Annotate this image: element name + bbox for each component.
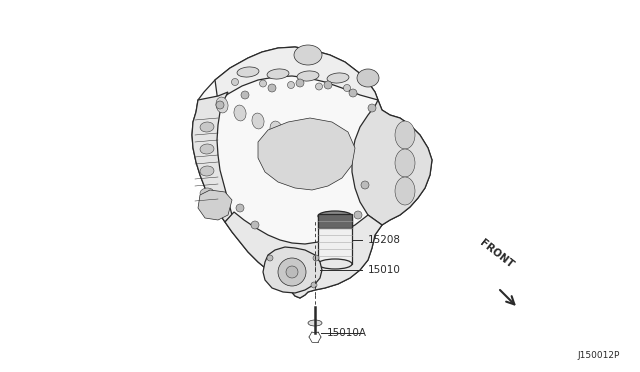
Circle shape [354,211,362,219]
Circle shape [216,101,224,109]
Text: 15208: 15208 [368,235,401,245]
Polygon shape [352,100,432,225]
Polygon shape [258,118,355,190]
Circle shape [311,282,317,288]
Text: FRONT: FRONT [478,238,516,270]
Circle shape [286,266,298,278]
Ellipse shape [395,121,415,149]
Ellipse shape [200,122,214,132]
Circle shape [296,79,304,87]
Circle shape [324,81,332,89]
Polygon shape [215,47,378,102]
Polygon shape [198,190,232,220]
Text: J150012P: J150012P [578,352,620,360]
Ellipse shape [318,211,352,221]
Polygon shape [192,47,432,298]
Circle shape [241,91,249,99]
Polygon shape [263,247,322,293]
Circle shape [349,89,357,97]
Polygon shape [225,212,382,298]
Ellipse shape [318,259,352,269]
Ellipse shape [200,188,214,198]
Ellipse shape [237,67,259,77]
Ellipse shape [308,320,322,326]
Ellipse shape [200,144,214,154]
Polygon shape [192,92,232,222]
Circle shape [268,84,276,92]
Bar [318,214,352,228]
Circle shape [232,78,239,86]
Ellipse shape [357,69,379,87]
Circle shape [236,204,244,212]
Ellipse shape [270,121,282,137]
Ellipse shape [200,166,214,176]
Circle shape [251,221,259,229]
Circle shape [361,181,369,189]
Ellipse shape [395,177,415,205]
Ellipse shape [216,97,228,113]
Ellipse shape [234,105,246,121]
Circle shape [278,258,306,286]
Ellipse shape [327,73,349,83]
Circle shape [287,81,294,89]
Ellipse shape [294,45,322,65]
Circle shape [316,83,323,90]
Text: 15010A: 15010A [327,328,367,338]
Circle shape [267,255,273,261]
Circle shape [259,80,266,87]
Ellipse shape [395,149,415,177]
Ellipse shape [252,113,264,129]
Ellipse shape [267,69,289,79]
Text: 15010: 15010 [368,265,401,275]
Circle shape [341,234,349,242]
Ellipse shape [297,71,319,81]
Circle shape [368,104,376,112]
Circle shape [313,255,319,261]
Circle shape [344,84,351,92]
Bar [318,216,352,264]
